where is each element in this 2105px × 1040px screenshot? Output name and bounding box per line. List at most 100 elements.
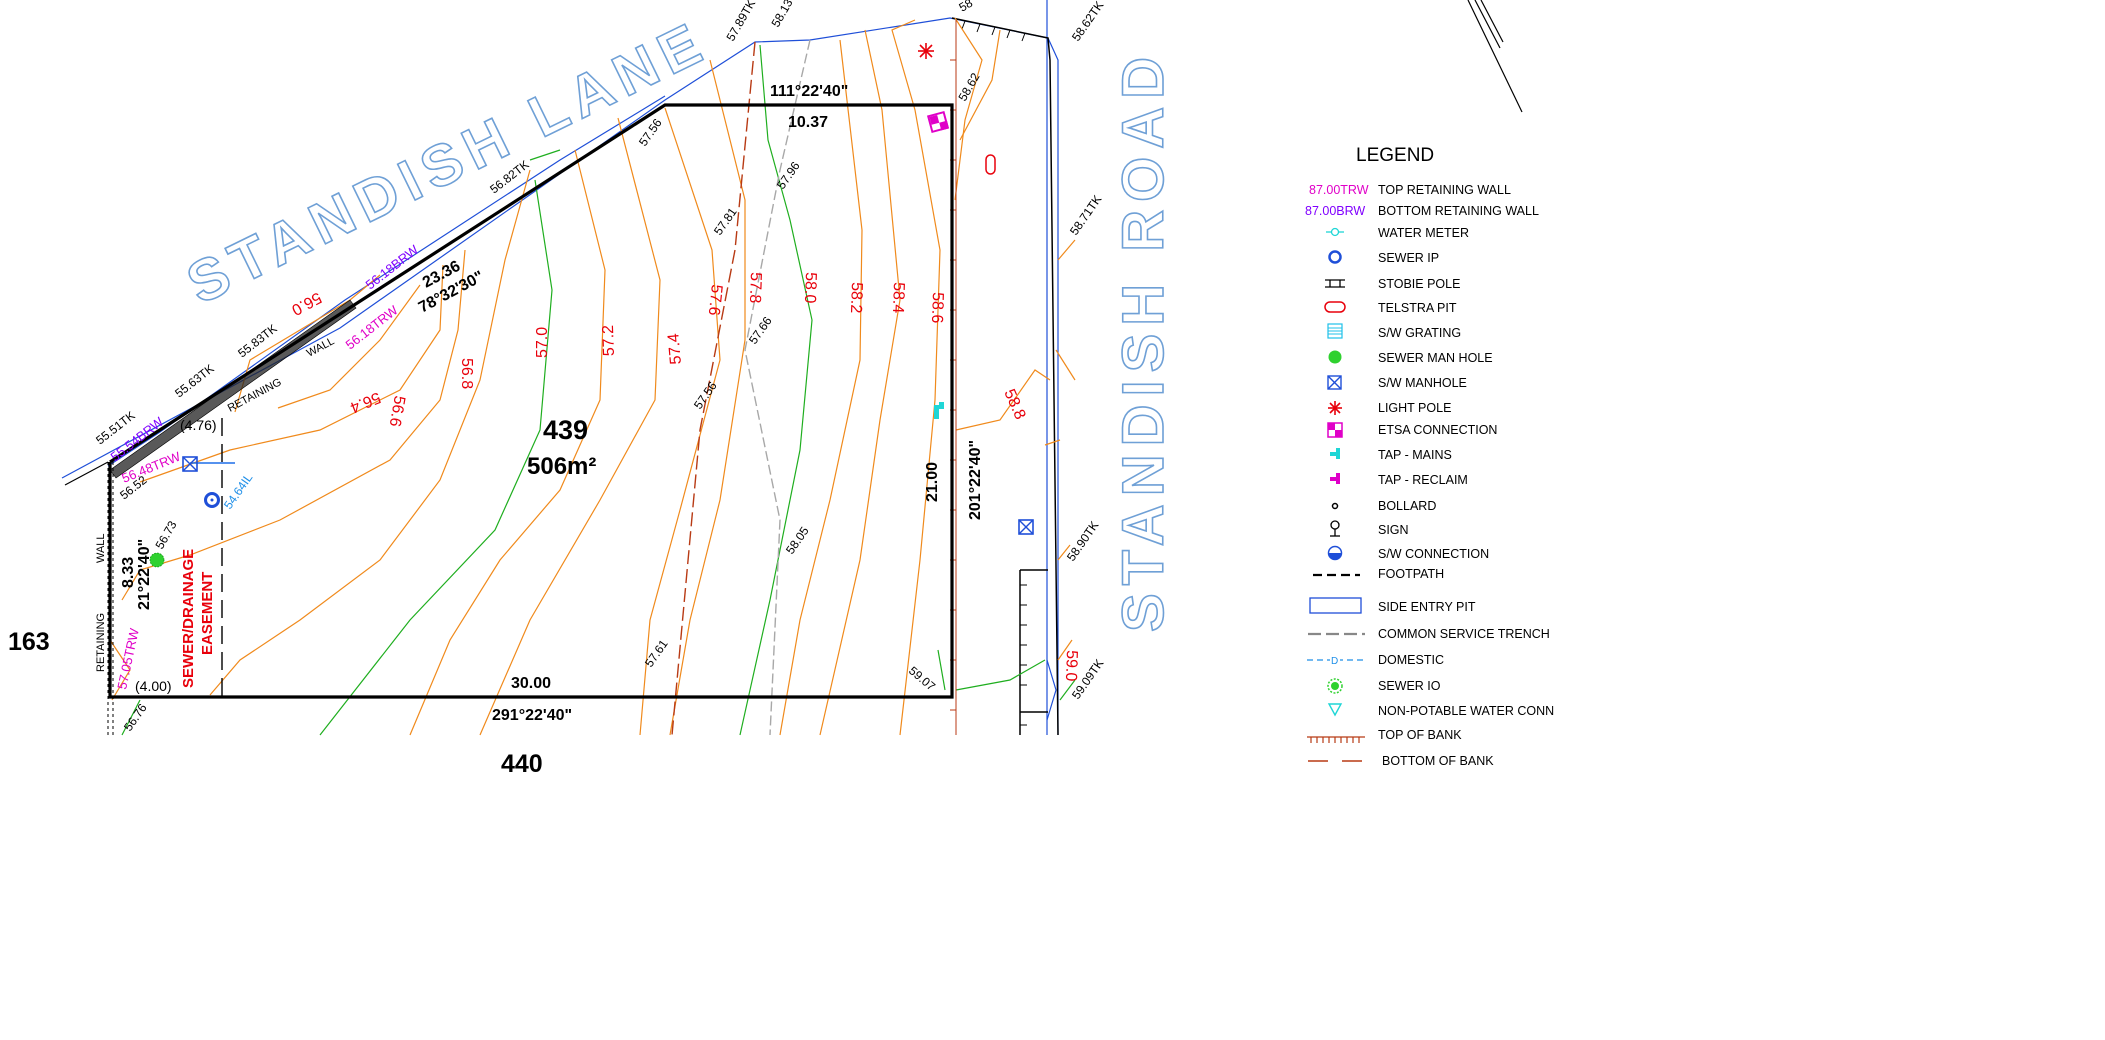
easement-label-line2: EASEMENT [199, 572, 216, 655]
svg-text:58.90TK: 58.90TK [1064, 519, 1101, 564]
svg-text:58.05: 58.05 [783, 524, 812, 557]
lot-boundary [108, 103, 954, 699]
svg-text:LIGHT POLE: LIGHT POLE [1378, 401, 1451, 415]
etsa-connection-icon [1327, 422, 1343, 438]
svg-text:STOBIE POLE: STOBIE POLE [1378, 277, 1460, 291]
stobie-pole-icon [1325, 279, 1345, 288]
tap-symbol [934, 402, 944, 419]
kerb-ticks [961, 20, 1027, 726]
svg-text:D: D [1331, 656, 1338, 667]
svg-text:56.0: 56.0 [289, 288, 325, 318]
svg-text:57.61: 57.61 [642, 637, 671, 670]
common-service-trench-line [744, 39, 811, 736]
svg-text:58.62: 58.62 [955, 70, 982, 103]
domestic-icon: D [1307, 654, 1365, 667]
svg-text:ETSA CONNECTION: ETSA CONNECTION [1378, 423, 1497, 437]
north-arrow-lines [1467, 0, 1523, 113]
tap-mains-icon [1330, 448, 1340, 459]
svg-text:S/W CONNECTION: S/W CONNECTION [1378, 547, 1489, 561]
easement-label-line1: SEWER/DRAINAGE [180, 549, 197, 688]
svg-text:FOOTPATH: FOOTPATH [1378, 567, 1444, 581]
sw-manhole-symbol [182, 456, 198, 472]
south-distance: 30.00 [511, 675, 551, 692]
svg-text:56.73: 56.73 [152, 518, 179, 551]
svg-text:58.62TK: 58.62TK [1069, 0, 1106, 44]
svg-text:57.4: 57.4 [665, 333, 685, 366]
svg-text:57.2: 57.2 [600, 325, 618, 357]
svg-text:SIDE ENTRY PIT: SIDE ENTRY PIT [1378, 600, 1476, 614]
svg-text:56.8: 56.8 [458, 358, 475, 389]
top-of-bank-icon [1307, 736, 1365, 743]
sign-icon [1330, 520, 1340, 537]
svg-text:57.56: 57.56 [691, 379, 720, 412]
svg-text:58.8: 58.8 [1000, 387, 1028, 422]
telstra-pit-icon [1324, 301, 1346, 313]
natural-surface-lines [121, 44, 1076, 736]
svg-text:57.8: 57.8 [746, 272, 764, 304]
non-potable-water-icon [1327, 703, 1343, 717]
svg-text:SEWER IO: SEWER IO [1378, 679, 1441, 693]
sewer-man-hole-icon [1328, 350, 1342, 364]
svg-text:58.6: 58.6 [928, 292, 946, 324]
svg-text:58.71TK: 58.71TK [1067, 193, 1104, 238]
svg-text:58: 58 [957, 0, 976, 15]
svg-text:SIGN: SIGN [1378, 523, 1409, 537]
sw-manhole-symbol-road [1018, 519, 1034, 535]
svg-text:56.76: 56.76 [121, 701, 150, 734]
svg-text:58.2: 58.2 [847, 282, 865, 314]
legend-symbol-trw: 87.00TRW [1309, 183, 1369, 197]
side-entry-pit-icon [1309, 597, 1362, 614]
svg-text:TOP RETAINING WALL: TOP RETAINING WALL [1378, 183, 1511, 197]
lot-number: 439 [543, 415, 588, 445]
svg-text:BOTTOM OF BANK: BOTTOM OF BANK [1382, 754, 1494, 768]
contour-labels: 56.0 56.4 56.6 56.8 57.0 57.2 57.4 57.6 … [289, 272, 1080, 682]
site-plan: STANDISH LANE STANDISH ROAD [8, 0, 1554, 775]
sewer-man-hole-symbol [149, 552, 165, 568]
svg-text:55.63TK: 55.63TK [172, 361, 216, 400]
legend-title: LEGEND [1356, 145, 1434, 166]
bollard-icon [1331, 502, 1339, 510]
svg-text:DOMESTIC: DOMESTIC [1378, 653, 1444, 667]
svg-text:BOLLARD: BOLLARD [1378, 499, 1436, 513]
svg-text:S/W GRATING: S/W GRATING [1378, 326, 1461, 340]
telstra-pit-symbol [985, 154, 996, 175]
easement-width-bottom: (4.00) [135, 678, 172, 694]
lot-number-bottom: 440 [501, 750, 543, 775]
svg-text:COMMON SERVICE TRENCH: COMMON SERVICE TRENCH [1378, 627, 1550, 641]
sw-connection-icon [1327, 545, 1343, 561]
etsa-connection-symbol [926, 110, 950, 134]
svg-text:TOP OF BANK: TOP OF BANK [1378, 728, 1462, 742]
svg-text:NON-POTABLE WATER CONN: NON-POTABLE WATER CONN [1378, 704, 1554, 718]
legend: LEGEND 87.00TRW TOP RETAINING WALL 87.00… [1305, 145, 1554, 768]
sewer-io-icon [1327, 678, 1343, 694]
sw-manhole-icon [1327, 375, 1342, 390]
svg-text:56.4: 56.4 [348, 388, 383, 415]
light-pole-symbol [918, 43, 934, 59]
svg-text:59.07: 59.07 [906, 664, 938, 694]
svg-text:59.0: 59.0 [1062, 650, 1080, 682]
svg-text:57.66: 57.66 [746, 314, 775, 347]
svg-text:58.13TK: 58.13TK [768, 0, 803, 30]
svg-text:56.6: 56.6 [386, 394, 408, 428]
svg-text:TELSTRA PIT: TELSTRA PIT [1378, 301, 1457, 315]
light-pole-icon [1328, 401, 1342, 415]
svg-text:TAP - MAINS: TAP - MAINS [1378, 448, 1452, 462]
sewer-ip-icon [1328, 250, 1342, 264]
retaining-label-west: RETAINING [95, 613, 107, 672]
lot-area: 506m² [527, 453, 596, 480]
sw-grating-icon [1327, 323, 1343, 339]
tap-reclaim-icon [1330, 473, 1340, 484]
sewer-ip-symbol [204, 492, 220, 508]
bank-line [671, 41, 756, 736]
north-distance: 10.37 [788, 114, 828, 131]
svg-text:57.6: 57.6 [705, 284, 725, 317]
svg-text:TAP - RECLAIM: TAP - RECLAIM [1378, 473, 1468, 487]
east-bearing: 201°22'40" [967, 440, 984, 520]
north-bearing: 111°22'40" [770, 83, 848, 100]
easement-width-top: (4.76) [180, 417, 217, 433]
west-distance: 8.33 [120, 557, 137, 588]
svg-text:57.0: 57.0 [534, 327, 551, 358]
svg-text:54.64IL: 54.64IL [221, 471, 256, 512]
south-bearing: 291°22'40" [492, 707, 572, 724]
contour-lines [109, 17, 1076, 736]
